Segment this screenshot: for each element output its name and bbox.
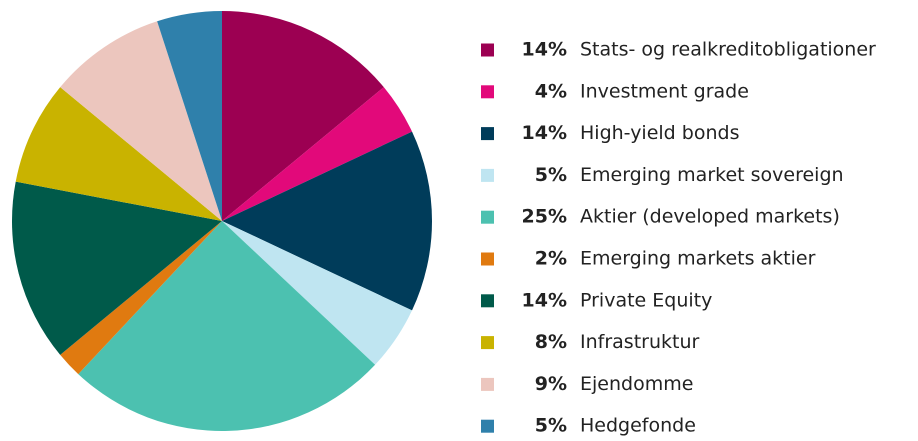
legend-swatch [481,419,494,433]
legend-swatch [481,210,494,224]
legend-value: 14% [522,122,567,144]
legend-label: Hedgefonde [580,415,696,437]
pie-slice [157,11,222,221]
legend-label: Investment grade [580,80,749,102]
legend-label: High-yield bonds [580,122,739,144]
pie-slice [222,11,384,221]
pie-slice [222,221,413,365]
legend-swatch [481,377,494,391]
legend-value: 8% [535,331,567,353]
legend-label: Stats- og realkreditobligationer [580,39,876,61]
legend-value: 4% [535,80,567,102]
legend-label: Private Equity [580,289,712,311]
legend-label: Emerging markets aktier [580,248,816,270]
pie-slice [78,221,376,431]
legend-value: 14% [522,39,567,61]
pie-slice [222,87,413,221]
legend-label: Ejendomme [580,373,693,395]
legend-value: 9% [535,373,567,395]
legend-label: Aktier (developed markets) [580,206,840,228]
legend-value: 5% [535,164,567,186]
pie-slice [60,221,223,375]
legend-value: 14% [522,289,567,311]
legend-swatch [481,252,494,266]
legend-label: Emerging market sovereign [580,164,844,186]
legend-swatch [481,294,494,308]
legend-swatch [481,43,494,57]
pie-slice [15,87,222,221]
legend-swatch [481,168,494,182]
pie-slice [222,131,432,311]
legend-swatch [481,336,494,350]
legend-value: 2% [535,248,567,270]
pie-slice [60,21,223,221]
legend-value: 5% [535,415,567,437]
legend-value: 25% [522,206,567,228]
legend-label: Infrastruktur [580,331,699,353]
pie-slice [12,181,222,355]
legend-swatch [481,85,494,99]
legend-swatch [481,127,494,141]
